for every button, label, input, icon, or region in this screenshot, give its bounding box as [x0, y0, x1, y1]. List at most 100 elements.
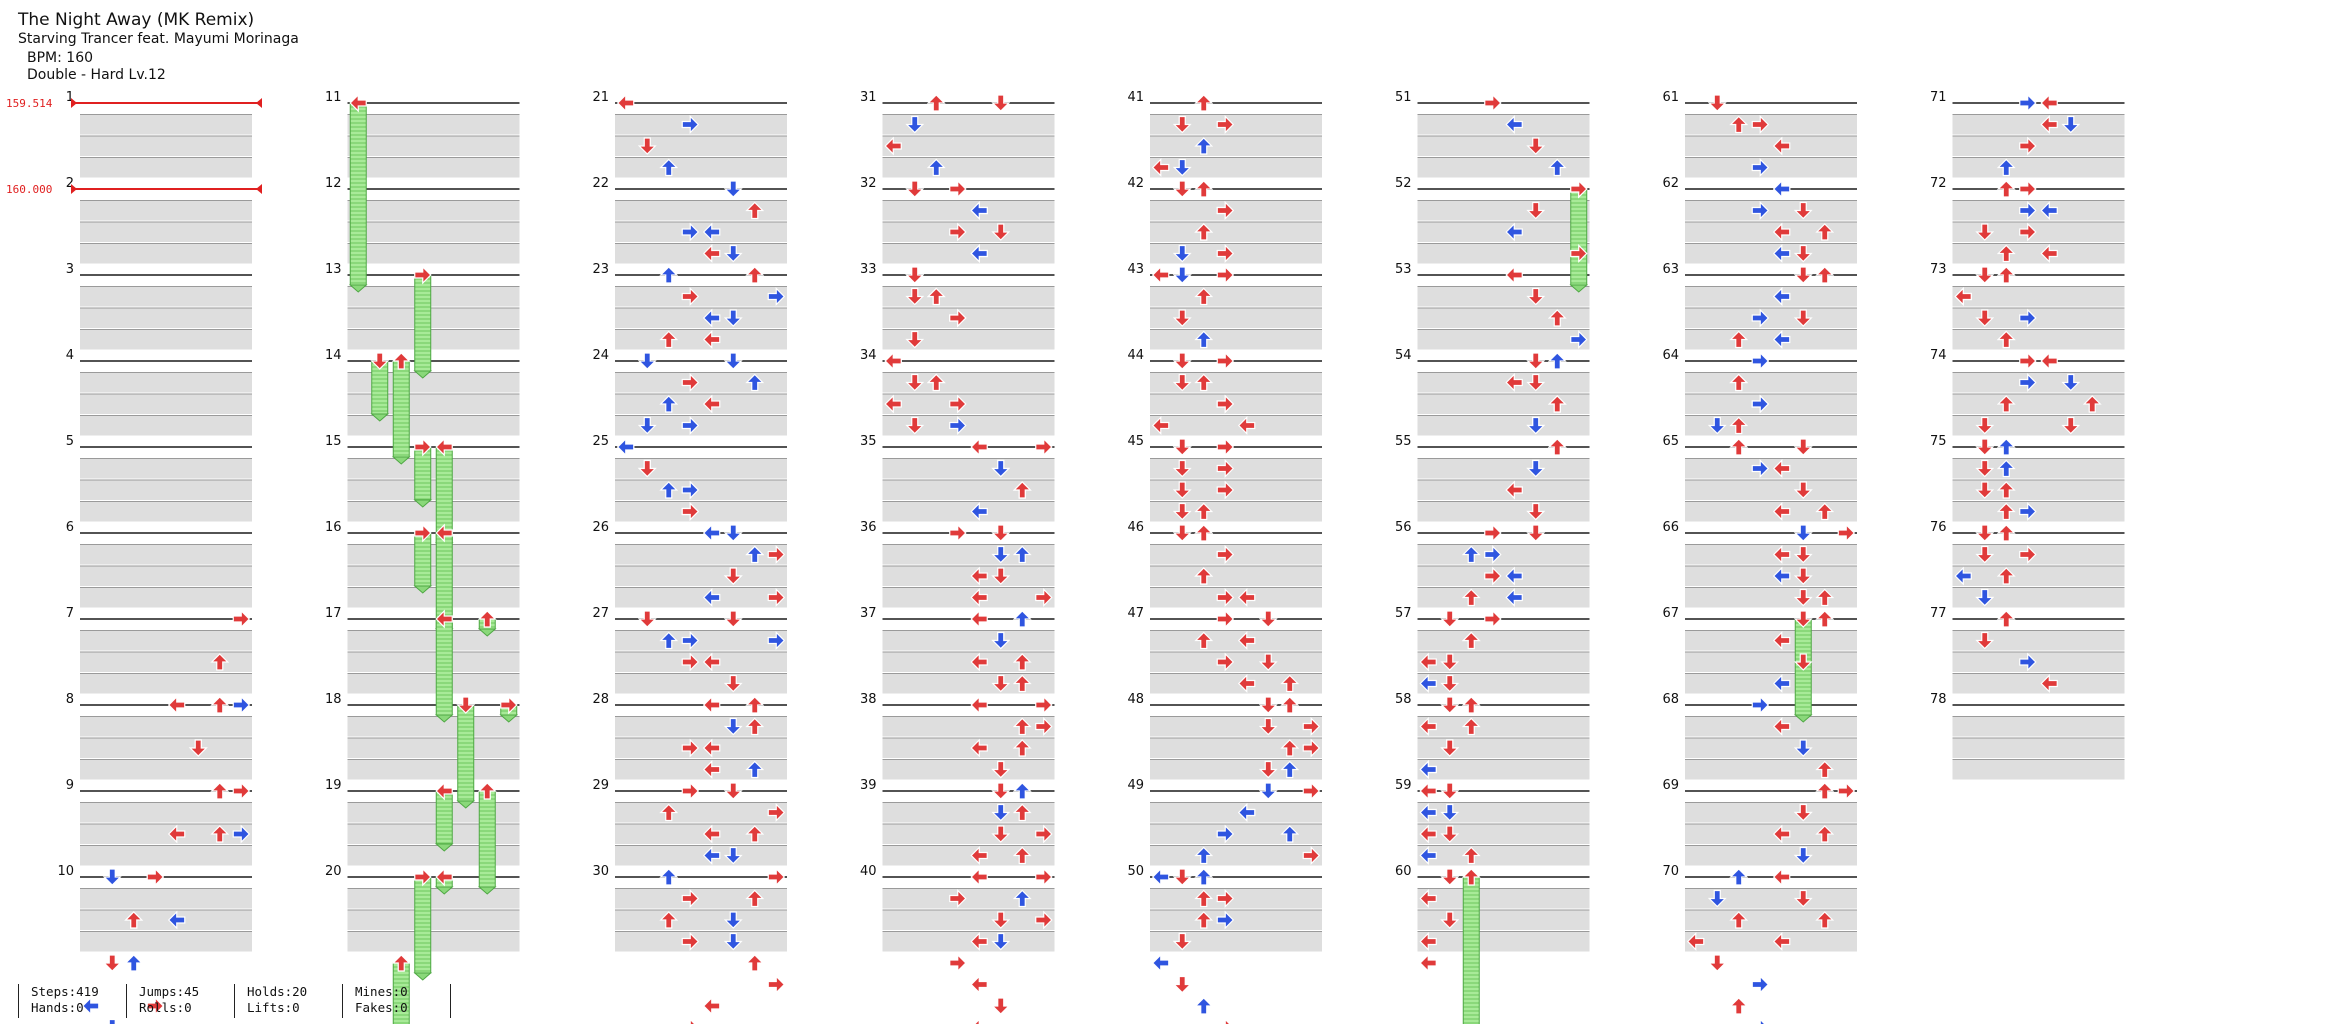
arrow-shape	[991, 223, 1011, 241]
up-arrow-icon	[1194, 567, 1214, 585]
arrow-shape	[1151, 953, 1170, 973]
down-arrow-icon	[1172, 438, 1192, 456]
arrow-shape	[970, 437, 988, 457]
arrow-shape	[884, 394, 902, 414]
down-arrow-icon	[1526, 287, 1546, 306]
up-arrow-icon	[926, 373, 946, 392]
measure-number: 25	[592, 434, 609, 449]
beat-band	[882, 243, 1055, 264]
arrow-shape	[745, 201, 765, 220]
left-arrow-icon	[702, 996, 721, 1016]
arrow-shape	[926, 287, 946, 306]
arrow-shape	[2019, 222, 2037, 242]
beat-band	[347, 845, 520, 866]
measure-number: 68	[1662, 692, 1679, 707]
measure-number: 35	[860, 434, 877, 449]
arrow-shape	[1793, 889, 1813, 908]
right-arrow-icon	[767, 803, 786, 822]
beat-band	[615, 458, 787, 479]
arrow-shape	[702, 996, 721, 1016]
arrow-shape	[723, 524, 743, 542]
left-arrow-icon	[702, 760, 721, 779]
arrow-shape	[1194, 373, 1214, 392]
song-difficulty: Double - Hard Lv.12	[27, 67, 166, 83]
arrow-shape	[414, 523, 432, 543]
arrow-shape	[681, 932, 700, 951]
up-arrow-icon	[1996, 524, 2016, 542]
arrow-shape	[1216, 437, 1235, 457]
measure-19: 19	[325, 778, 520, 866]
up-arrow-icon	[1996, 266, 2016, 284]
arrow-shape	[723, 180, 743, 198]
arrow-shape	[702, 394, 721, 414]
arrow-shape	[659, 266, 679, 284]
arrow-shape	[1975, 266, 1995, 284]
measure-number: 3	[66, 262, 74, 277]
measure-2: 2	[66, 176, 252, 264]
beat-band	[882, 630, 1055, 651]
up-arrow-icon	[1194, 631, 1214, 650]
arrow-shape	[1172, 975, 1192, 994]
arrow-shape	[1258, 760, 1278, 779]
measure-73: 73	[1930, 262, 2125, 350]
beat-band	[1685, 910, 1857, 930]
beat-band	[1685, 415, 1857, 436]
right-arrow-icon	[681, 373, 700, 392]
left-arrow-icon	[2040, 351, 2058, 371]
arrow-shape	[745, 889, 765, 908]
measure-78: 78	[1930, 692, 2125, 780]
right-arrow-icon	[232, 824, 251, 844]
down-arrow-icon	[1258, 782, 1278, 800]
arrow-shape	[1751, 351, 1770, 371]
bpm-value: 159.514	[6, 97, 53, 110]
up-arrow-icon	[1280, 674, 1300, 693]
beat-band	[80, 157, 252, 178]
measure-number: 26	[592, 520, 609, 535]
beat-band	[1685, 824, 1857, 844]
arrow-shape	[391, 352, 411, 370]
arrow-shape	[1772, 717, 1791, 736]
arrow-shape	[2040, 244, 2058, 263]
arrow-shape	[1996, 395, 2016, 413]
measure-number: 56	[1395, 520, 1412, 535]
up-arrow-icon	[1729, 416, 1749, 435]
arrow-shape	[1419, 932, 1437, 951]
measure-18: 18	[325, 692, 520, 780]
up-arrow-icon	[1194, 330, 1214, 349]
measure-number: 49	[1127, 778, 1144, 793]
left-arrow-icon	[1237, 674, 1256, 693]
beat-band	[1952, 222, 2125, 242]
beat-band	[1150, 673, 1322, 694]
left-arrow-icon	[435, 609, 453, 629]
beat-band	[1417, 222, 1590, 242]
measure-number: 75	[1930, 434, 1947, 449]
measure-number: 53	[1395, 262, 1412, 277]
up-arrow-icon	[1461, 846, 1481, 865]
arrow-shape	[1419, 652, 1437, 672]
arrow-shape	[124, 911, 144, 929]
left-arrow-icon	[1151, 416, 1170, 435]
arrow-shape	[414, 265, 432, 285]
measure-number: 44	[1127, 348, 1144, 363]
beat-band	[347, 566, 520, 586]
hold-tail	[413, 585, 433, 594]
down-arrow-icon	[1793, 610, 1813, 628]
arrow-shape	[926, 373, 946, 392]
measure-number: 10	[57, 864, 74, 879]
arrow-shape	[723, 567, 743, 585]
arrow-shape	[905, 330, 925, 349]
down-arrow-icon	[723, 610, 743, 628]
arrow-shape	[1012, 545, 1032, 564]
beat-band	[1417, 802, 1590, 823]
arrow-shape	[1793, 803, 1813, 822]
arrow-shape	[1751, 459, 1770, 478]
arrow-shape	[1258, 610, 1278, 628]
stats-column-jumps-rolls: Jumps:45 Rolls:0	[126, 984, 232, 1018]
arrow-shape	[991, 825, 1011, 843]
measure-number: 8	[66, 692, 74, 707]
beat-band	[882, 308, 1055, 328]
beat-band	[882, 910, 1055, 930]
measure-number: 42	[1127, 176, 1144, 191]
arrow-shape	[659, 481, 679, 499]
up-arrow-icon	[1815, 223, 1835, 241]
